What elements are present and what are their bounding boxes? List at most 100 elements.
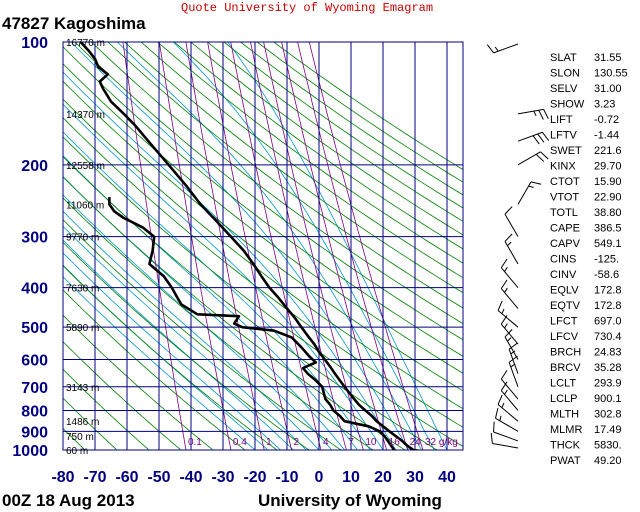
moist-adiabat <box>172 42 435 450</box>
barb-staff <box>497 310 519 328</box>
barb-flag <box>500 279 508 289</box>
wind-barb <box>508 355 519 387</box>
barb-half-flag <box>504 287 508 293</box>
barb-staff <box>504 241 519 265</box>
wind-barb <box>500 370 519 400</box>
pressure-tick-label: 300 <box>21 230 48 247</box>
index-value: 549.1 <box>594 238 622 250</box>
dry-adiabat <box>140 42 463 279</box>
index-name: LFCV <box>550 331 579 343</box>
pressure-tick-label: 800 <box>21 403 48 420</box>
index-value: 386.5 <box>594 223 622 235</box>
height-label: 1486 m <box>66 417 99 428</box>
index-name: LFCT <box>550 316 578 328</box>
dry-adiabat <box>63 155 438 450</box>
barb-flag <box>500 381 508 391</box>
barb-flag <box>500 315 508 325</box>
mixing-ratio-line <box>158 42 232 450</box>
height-label: 9770 m <box>66 233 99 244</box>
barb-flag <box>504 206 513 215</box>
wind-barb <box>517 131 550 145</box>
height-label: 750 m <box>66 432 94 443</box>
index-value: 15.90 <box>594 176 622 188</box>
mixing-ratio-line <box>122 42 187 450</box>
moist-adiabat <box>63 252 281 450</box>
barb-half-flag <box>494 46 499 52</box>
barb-half-flag <box>501 308 505 314</box>
wind-barb <box>508 342 519 374</box>
index-name: CINS <box>550 254 576 266</box>
mixing-ratio-line <box>263 42 364 450</box>
dewpoint-profile-line <box>108 197 397 450</box>
dry-adiabat <box>74 42 463 341</box>
temperature-profile-line <box>79 42 420 450</box>
index-name: LFTV <box>550 130 578 142</box>
barb-staff <box>493 43 519 54</box>
dry-adiabat <box>173 42 463 250</box>
barb-staff <box>500 267 519 288</box>
mixing-ratio-label: 7 <box>348 437 354 448</box>
mixing-ratio-line <box>250 42 347 450</box>
moist-adiabat <box>63 194 333 450</box>
temperature-tick-label: 0 <box>315 469 324 486</box>
barb-flag <box>490 433 493 444</box>
index-value: -0.72 <box>594 114 619 126</box>
index-name: TOTL <box>550 207 578 219</box>
dry-adiabat <box>63 63 463 374</box>
wind-barb <box>504 233 519 265</box>
barb-half-flag <box>504 266 508 272</box>
pressure-tick-label: 1000 <box>12 443 48 460</box>
height-label: 12558 m <box>66 161 105 172</box>
plot-grid <box>62 41 464 451</box>
index-value: 730.4 <box>594 331 622 343</box>
height-label: 14370 m <box>66 110 105 121</box>
barb-flag <box>493 421 495 433</box>
moist-adiabat <box>63 155 358 450</box>
valid-time-label: 00Z 18 Aug 2013 <box>2 491 135 510</box>
index-name: CTOT <box>550 176 580 188</box>
mixing-ratio-label: 0.4 <box>233 437 247 448</box>
wind-barb <box>486 43 519 54</box>
index-value: 17.49 <box>594 424 622 436</box>
moist-adiabat <box>227 42 448 450</box>
dry-adiabat <box>157 42 463 264</box>
dry-adiabat <box>63 368 150 450</box>
height-label: 7630 m <box>66 284 99 295</box>
wind-barb <box>517 181 542 205</box>
index-name: BRCV <box>550 362 581 374</box>
barb-staff <box>493 431 519 442</box>
barb-staff <box>517 151 541 166</box>
index-value: 38.80 <box>594 207 622 219</box>
barb-flag <box>543 109 549 119</box>
index-value: -1.44 <box>594 130 619 142</box>
index-name: THCK <box>550 440 581 452</box>
barb-flag <box>537 133 545 143</box>
mixing-ratio-line <box>297 42 408 450</box>
moist-adiabat <box>63 276 256 450</box>
barb-half-flag <box>510 350 516 355</box>
sounding-profiles <box>79 42 420 450</box>
index-name: MLMR <box>550 424 582 436</box>
pressure-tick-label: 200 <box>21 158 48 175</box>
barb-staff <box>504 213 519 237</box>
barb-flag <box>504 329 513 338</box>
dry-adiabat <box>63 219 342 450</box>
dry-adiabat <box>63 98 463 410</box>
mixing-ratio-line <box>230 42 322 450</box>
station-label: 47827 Kagoshima <box>2 14 146 33</box>
barb-flag <box>542 131 550 141</box>
index-value: 22.90 <box>594 192 622 204</box>
dry-adiabat <box>63 176 406 450</box>
wind-barb <box>500 258 519 288</box>
source-label: University of Wyoming <box>258 491 442 510</box>
dry-adiabat <box>223 42 463 209</box>
wind-barb <box>517 151 549 166</box>
temperature-tick-label: 40 <box>438 469 456 486</box>
index-name: CAPE <box>550 223 580 235</box>
index-name: EQTV <box>550 300 581 312</box>
mixing-ratio-label: 32 g/kg <box>425 437 458 448</box>
index-name: SHOW <box>550 99 585 111</box>
wind-barb <box>497 300 519 328</box>
index-value: 172.8 <box>594 285 622 297</box>
barb-half-flag <box>499 415 502 421</box>
